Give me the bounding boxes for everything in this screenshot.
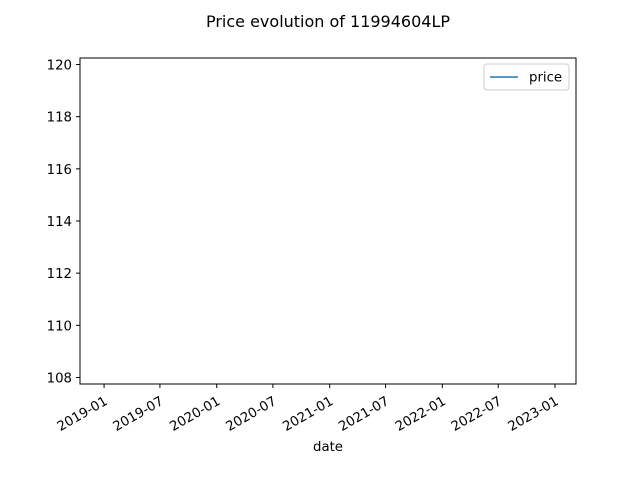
chart-title: Price evolution of 11994604LP: [206, 12, 450, 31]
y-tick-label: 118: [47, 111, 72, 126]
plot-background: [80, 58, 576, 384]
x-axis-label: date: [313, 440, 343, 455]
y-tick-label: 116: [47, 163, 72, 178]
legend-label: price: [529, 71, 562, 86]
y-tick-label: 120: [47, 59, 72, 74]
legend: price: [483, 63, 570, 91]
legend-box: [483, 63, 570, 91]
y-tick-label: 112: [47, 267, 72, 282]
plot-frame: [79, 57, 577, 385]
y-axis: 108 110 112 114 116 118 120: [47, 59, 80, 386]
y-tick-label: 114: [47, 215, 72, 230]
plot-area: [80, 58, 576, 384]
y-tick-label: 110: [47, 319, 72, 334]
y-tick-label: 108: [47, 371, 72, 386]
